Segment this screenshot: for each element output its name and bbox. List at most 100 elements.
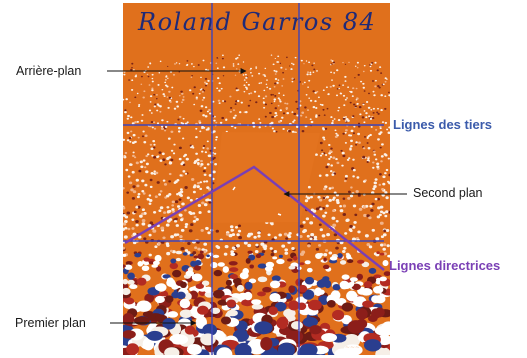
crowd-dot — [315, 115, 318, 118]
crowd-dot — [166, 85, 169, 88]
crowd-dot — [160, 226, 165, 230]
crowd-dot — [330, 147, 333, 150]
crowd-dot — [306, 73, 309, 76]
crowd-dot — [178, 71, 181, 73]
crowd-dot — [152, 139, 156, 143]
crowd-dot — [278, 233, 282, 237]
crowd-dot — [362, 205, 367, 209]
crowd-dot — [231, 246, 236, 250]
crowd-dot — [166, 156, 170, 160]
crowd-dot — [217, 262, 225, 267]
crowd-dot — [347, 190, 351, 194]
crowd-dot — [124, 109, 127, 112]
crowd-dot — [359, 113, 362, 116]
crowd-dot — [326, 163, 330, 166]
crowd-dot — [373, 286, 384, 294]
crowd-dot — [331, 173, 335, 176]
crowd-dot — [385, 196, 389, 200]
crowd-dot — [288, 265, 296, 270]
crowd-dot — [200, 88, 203, 90]
crowd-dot — [141, 265, 150, 272]
crowd-dot — [263, 89, 266, 92]
crowd-dot — [177, 118, 180, 121]
crowd-dot — [363, 110, 366, 112]
crowd-dot — [349, 229, 353, 233]
crowd-dot — [302, 221, 306, 224]
crowd-dot — [148, 253, 152, 257]
crowd-dot — [292, 63, 295, 66]
crowd-dot — [164, 196, 168, 199]
crowd-dot — [238, 54, 241, 56]
crowd-dot — [166, 120, 169, 123]
crowd-dot — [273, 100, 276, 103]
crowd-dot — [323, 114, 326, 116]
crowd-dot — [144, 183, 148, 187]
crowd-dot — [363, 64, 366, 67]
crowd-dot — [322, 108, 325, 111]
crowd-dot — [206, 186, 210, 189]
crowd-dot — [189, 198, 193, 202]
crowd-dot — [190, 146, 193, 149]
crowd-dot — [388, 173, 390, 177]
crowd-dot — [159, 190, 163, 193]
crowd-dot — [386, 128, 389, 131]
crowd-dot — [151, 73, 154, 76]
crowd-dot — [185, 157, 189, 161]
crowd-dot — [232, 65, 235, 67]
crowd-dot — [376, 165, 380, 169]
crowd-dot — [161, 88, 164, 91]
crowd-dot — [347, 320, 365, 334]
crowd-dot — [371, 117, 375, 120]
crowd-dot — [315, 114, 318, 117]
crowd-dot — [257, 276, 268, 283]
crowd-dot — [142, 96, 145, 99]
crowd-dot — [343, 344, 363, 355]
crowd-dot — [124, 219, 128, 224]
crowd-dot — [125, 168, 129, 172]
crowd-dot — [180, 247, 185, 251]
crowd-dot — [245, 87, 248, 90]
crowd-dot — [254, 321, 273, 335]
crowd-dot — [184, 325, 196, 335]
crowd-dot — [281, 116, 284, 119]
crowd-dot — [136, 195, 140, 199]
crowd-dot — [377, 107, 379, 110]
crowd-dot — [255, 101, 258, 104]
crowd-dot — [126, 139, 130, 142]
crowd-dot — [369, 117, 373, 120]
crowd-dot — [304, 106, 307, 109]
crowd-dot — [165, 295, 174, 303]
crowd-dot — [329, 170, 333, 173]
crowd-dot — [153, 105, 156, 108]
crowd-dot — [168, 172, 172, 176]
crowd-dot — [162, 236, 166, 240]
crowd-dot — [148, 199, 153, 202]
crowd-dot — [186, 121, 189, 124]
crowd-dot — [332, 309, 345, 321]
crowd-dot — [186, 196, 190, 200]
crowd-dot — [270, 93, 273, 96]
crowd-dot — [350, 186, 353, 189]
crowd-dot — [316, 90, 319, 93]
crowd-dot — [285, 237, 289, 240]
crowd-dot — [136, 277, 147, 286]
crowd-dot — [249, 99, 252, 102]
crowd-dot — [202, 250, 207, 254]
crowd-dot — [200, 159, 203, 163]
crowd-dot — [208, 174, 212, 177]
crowd-dot — [377, 85, 380, 88]
crowd-dot — [202, 59, 205, 62]
crowd-dot — [169, 249, 173, 253]
crowd-dot — [147, 75, 150, 78]
crowd-dot — [339, 209, 344, 213]
crowd-dot — [236, 99, 240, 103]
crowd-dot — [262, 97, 265, 100]
crowd-dot — [195, 217, 199, 221]
crowd-dot — [295, 100, 298, 103]
crowd-dot — [171, 200, 175, 204]
crowd-dot — [123, 138, 126, 141]
crowd-dot — [350, 145, 353, 148]
crowd-dot — [123, 287, 131, 296]
crowd-dot — [159, 105, 162, 108]
crowd-dot — [152, 260, 160, 266]
